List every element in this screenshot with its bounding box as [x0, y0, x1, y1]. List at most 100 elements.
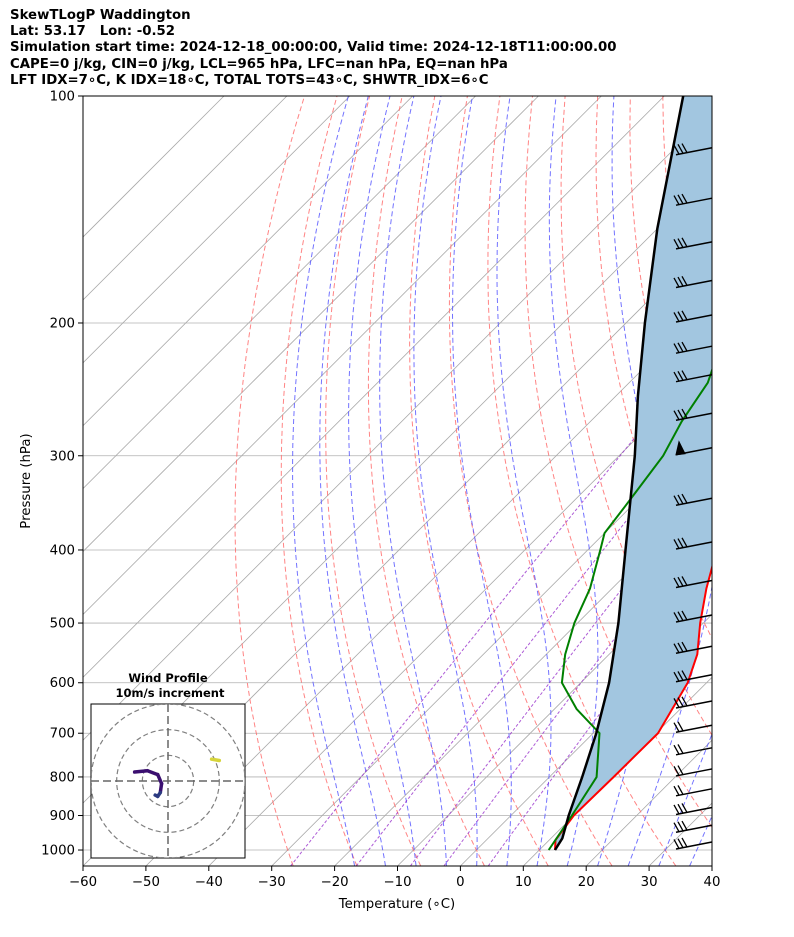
- hodograph-upper-segment: [209, 757, 222, 763]
- wind-barb-flag: [677, 538, 684, 548]
- isotherm-line: [83, 96, 413, 427]
- wind-barb: [673, 537, 713, 550]
- hodograph-title: Wind Profile: [128, 671, 208, 685]
- x-tick-label: −10: [383, 875, 411, 890]
- wind-barb-staff: [675, 747, 713, 756]
- wind-barb-flag: [673, 766, 680, 776]
- moist-adiabat: [548, 96, 599, 866]
- wind-barb: [673, 785, 713, 797]
- cape-cin-shading: [555, 96, 712, 850]
- wind-barb-staff: [675, 841, 713, 850]
- x-tick-label: 0: [456, 875, 464, 890]
- mixing-ratio-line: [290, 342, 712, 866]
- dry-adiabat: [280, 96, 358, 866]
- wind-barb-flag: [677, 576, 684, 587]
- wind-barb-flag: [673, 698, 680, 708]
- wind-barb: [675, 440, 713, 456]
- y-tick-label: 400: [50, 543, 75, 558]
- wind-barb-flag: [677, 744, 684, 754]
- x-tick-label: 10: [515, 875, 532, 890]
- wind-barb-flag: [681, 493, 688, 504]
- wind-barb-flag: [673, 822, 680, 832]
- wind-barb-pennant: [675, 440, 686, 456]
- mixing-ratio-line: [443, 510, 712, 866]
- y-tick-label: 200: [50, 316, 75, 331]
- chart-title: SkewTLogP Waddington: [10, 8, 191, 23]
- wind-barbs: [673, 143, 713, 850]
- wind-barb-flag: [673, 371, 680, 382]
- y-tick-label: 800: [50, 770, 75, 785]
- hodograph-segment: [145, 768, 160, 777]
- isotherm-line: [334, 488, 712, 866]
- dry-adiabat: [595, 96, 712, 640]
- wind-barb-flag: [681, 537, 688, 548]
- wind-barb-staff: [675, 579, 713, 589]
- moist-adiabat: [319, 96, 386, 866]
- time-line: Simulation start time: 2024-12-18_00:00:…: [10, 40, 617, 56]
- wind-barb-flag: [673, 744, 680, 755]
- isotherm-line: [145, 299, 712, 866]
- wind-barb-flag: [681, 837, 688, 848]
- wind-barb-flag: [681, 276, 688, 286]
- y-tick-label: 600: [50, 676, 75, 691]
- moist-adiabat: [348, 96, 417, 866]
- wind-barb-flag: [681, 670, 688, 680]
- x-tick-label: −30: [258, 875, 286, 890]
- x-tick-label: −20: [321, 875, 349, 890]
- location-line: Lat: 53.17 Lon: -0.52: [10, 24, 176, 40]
- wind-barb-flag: [681, 408, 688, 419]
- wind-barb-flag: [681, 803, 688, 813]
- x-tick-label: −40: [195, 875, 223, 890]
- wind-barb-flag: [677, 311, 684, 321]
- wind-barb-staff: [675, 768, 713, 777]
- wind-barb-flag: [677, 803, 684, 814]
- wind-barb-flag: [673, 785, 680, 796]
- hodograph-subtitle: 10m/s increment: [116, 686, 225, 700]
- wind-barb: [673, 143, 713, 156]
- isotherm-line: [83, 96, 602, 615]
- dry-adiabat: [367, 96, 485, 866]
- plot-area: [83, 96, 794, 866]
- wind-barb-staff: [675, 279, 713, 289]
- wind-barb-flag: [677, 238, 684, 248]
- wind-barb: [673, 576, 713, 589]
- wind-barb-staff: [675, 412, 713, 421]
- x-tick-label: 40: [704, 875, 721, 890]
- y-tick-label: 900: [50, 809, 75, 824]
- wind-barb-flag: [673, 612, 680, 622]
- wind-barb-staff: [675, 645, 713, 654]
- wind-barb-flag: [677, 144, 684, 154]
- wind-barb: [673, 341, 713, 354]
- wind-barb-staff: [675, 724, 713, 733]
- wind-barb: [673, 610, 713, 623]
- wind-barb: [673, 276, 713, 289]
- wind-barb-staff: [675, 197, 713, 206]
- isotherm-line: [83, 96, 225, 238]
- wind-barb-staff: [675, 700, 713, 709]
- wind-barb-flag: [677, 671, 684, 681]
- wind-barb-flag: [677, 721, 684, 732]
- hodograph-segment: [132, 768, 150, 774]
- mixing-ratio-line: [409, 472, 712, 866]
- wind-barb: [673, 765, 713, 777]
- wind-barb-staff: [675, 541, 713, 550]
- dry-adiabat: [487, 96, 677, 866]
- stability-line: CAPE=0 j/kg, CIN=0 j/kg, LCL=965 hPa, LF…: [10, 56, 508, 72]
- dry-adiabat: [761, 96, 794, 866]
- wind-barb-staff: [675, 345, 713, 354]
- wind-barb-staff: [675, 806, 713, 816]
- isotherm-line: [83, 96, 539, 553]
- moist-adiabat: [413, 96, 478, 866]
- wind-barb-flag: [677, 697, 684, 707]
- parcel-line: [553, 96, 685, 851]
- y-tick-label: 300: [50, 449, 75, 464]
- wind-barb-flag: [673, 539, 680, 549]
- wind-barb-flag: [677, 276, 684, 287]
- wind-barb-flag: [681, 341, 688, 352]
- wind-barb: [673, 820, 713, 833]
- wind-barb-flag: [681, 696, 688, 707]
- wind-barb: [673, 744, 713, 756]
- axes: −60 −50 −40 −30 −20 −10 0 10 20 30 40 1000 900 800 700…: [41, 90, 720, 891]
- hodograph-segment: [153, 793, 160, 799]
